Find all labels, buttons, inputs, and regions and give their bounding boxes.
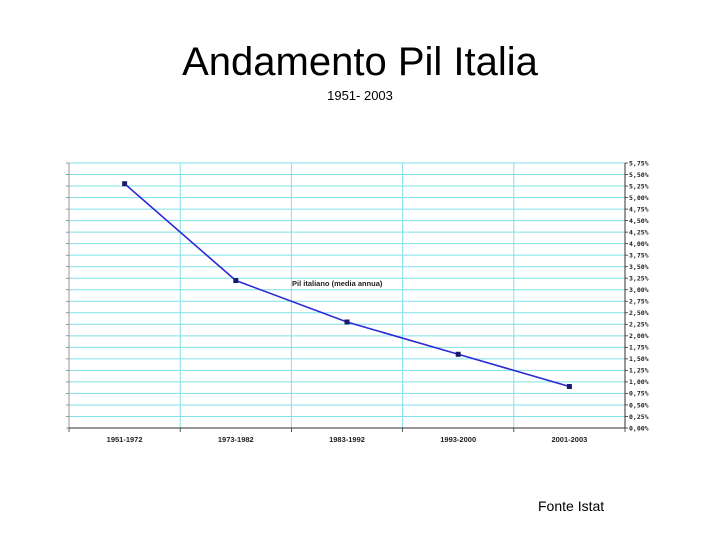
series-label: Pil italiano (media annua) — [292, 279, 383, 288]
y-tick-label: 4,50% — [629, 217, 649, 225]
y-tick-label: 2,75% — [629, 298, 649, 306]
y-tick-label: 0,50% — [629, 401, 649, 409]
x-tick-label: 1993-2000 — [440, 435, 476, 444]
y-tick-label: 3,25% — [629, 275, 649, 283]
y-tick-label: 2,25% — [629, 321, 649, 329]
y-tick-label: 1,75% — [629, 344, 649, 352]
y-tick-label: 3,00% — [629, 286, 649, 294]
data-point — [455, 351, 461, 357]
y-tick-label: 3,75% — [629, 251, 649, 259]
y-tick-label: 1,00% — [629, 378, 649, 386]
data-point — [122, 181, 128, 187]
y-tick-label: 2,00% — [629, 332, 649, 340]
y-tick-label: 5,50% — [629, 171, 649, 179]
y-tick-label: 0,00% — [629, 424, 649, 432]
x-tick-label: 1973-1982 — [218, 435, 254, 444]
y-tick-label: 1,25% — [629, 367, 649, 375]
y-tick-label: 1,50% — [629, 355, 649, 363]
slide-title: Andamento Pil Italia — [182, 40, 538, 84]
y-tick-label: 5,25% — [629, 182, 649, 190]
y-tick-label: 4,00% — [629, 240, 649, 248]
x-tick-label: 1983-1992 — [329, 435, 365, 444]
y-tick-label: 4,75% — [629, 205, 649, 213]
y-tick-label: 4,25% — [629, 228, 649, 236]
y-tick-label: 3,50% — [629, 263, 649, 271]
y-tick-label: 5,00% — [629, 194, 649, 202]
data-point — [233, 278, 239, 284]
data-point — [344, 319, 350, 325]
y-tick-label: 2,50% — [629, 309, 649, 317]
data-point — [566, 384, 572, 390]
x-tick-label: 2001-2003 — [551, 435, 587, 444]
x-tick-label: 1951-1972 — [107, 435, 143, 444]
source-note: Fonte Istat — [538, 498, 605, 514]
y-tick-label: 0,25% — [629, 413, 649, 421]
y-tick-label: 5,75% — [629, 159, 649, 167]
y-tick-label: 0,75% — [629, 390, 649, 398]
slide-subtitle: 1951- 2003 — [327, 88, 393, 103]
